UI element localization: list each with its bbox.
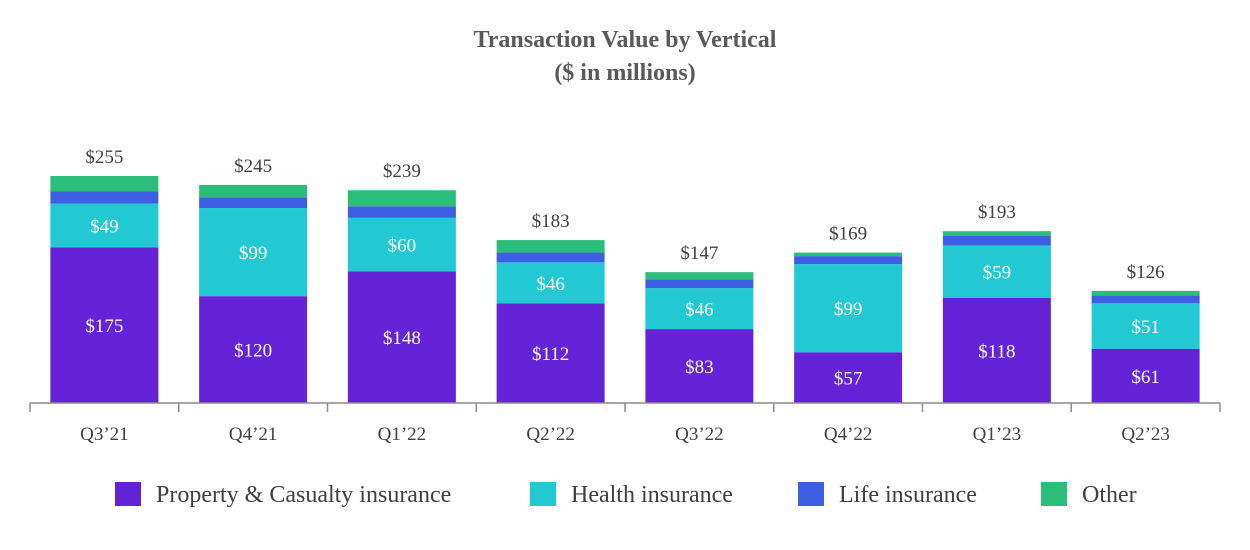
bar-property-casualty-insurance-0 [50,247,159,403]
bar-other-6 [942,231,1051,236]
bar-other-5 [794,252,903,257]
bar-health-insurance-0 [50,203,159,248]
bar-other-7 [1091,290,1200,296]
total-label-2: $239 [383,161,421,182]
data-label-property-casualty-insurance-5: $57 [834,369,863,390]
total-label-0: $255 [85,147,123,168]
data-label-property-casualty-insurance-3: $112 [532,344,569,365]
bar-life-insurance-2 [347,206,456,218]
data-label-health-insurance-1: $99 [239,243,268,264]
chart-title: Transaction Value by Vertical [474,27,777,53]
legend-swatch-life-insurance [798,482,824,506]
data-label-health-insurance-4: $46 [685,300,714,321]
bar-health-insurance-3 [496,262,605,304]
legend-swatch-other [1041,482,1067,506]
bar-other-1 [199,184,308,198]
total-label-3: $183 [532,211,570,232]
data-label-health-insurance-7: $51 [1131,317,1160,338]
bar-life-insurance-1 [199,197,308,209]
x-tick-label-6: Q1’23 [973,424,1022,445]
data-label-property-casualty-insurance-7: $61 [1131,367,1160,388]
bar-life-insurance-5 [794,256,903,265]
data-label-property-casualty-insurance-1: $120 [234,341,272,362]
bar-life-insurance-7 [1091,295,1200,304]
total-label-4: $147 [680,243,718,264]
data-label-property-casualty-insurance-4: $83 [685,357,714,378]
bar-life-insurance-4 [645,279,754,289]
bar-property-casualty-insurance-1 [199,296,308,403]
total-label-1: $245 [234,156,272,177]
bar-property-casualty-insurance-4 [645,329,754,403]
legend-label-health-insurance: Health insurance [571,482,733,508]
data-label-property-casualty-insurance-0: $175 [85,316,123,337]
legend-label-life-insurance: Life insurance [839,482,977,508]
bar-life-insurance-3 [496,252,605,263]
bar-other-0 [50,176,159,192]
bar-property-casualty-insurance-7 [1091,348,1200,403]
bars-layer: $175 $49 $255 $120 $99 $245 $148 $60 $239 $112 $46… [50,147,1200,403]
bar-health-insurance-6 [942,245,1051,298]
bar-other-4 [645,272,754,280]
chart-subtitle: ($ in millions) [554,60,695,86]
bar-health-insurance-1 [199,208,308,297]
bar-life-insurance-6 [942,235,1051,246]
x-tick-label-2: Q1’22 [378,424,427,445]
x-tick-label-3: Q2’22 [526,424,575,445]
x-tick-label-4: Q3’22 [675,424,724,445]
x-tick-label-0: Q3’21 [80,424,129,445]
x-axis: Q3’21 Q4’21 Q1’22 Q2’22 Q3’22 Q4’22 Q1’23 Q2’23 [29,402,1221,445]
data-label-health-insurance-0: $49 [90,216,119,237]
total-label-7: $126 [1127,262,1165,283]
legend-swatch-health-insurance [530,482,556,506]
x-tick-label-5: Q4’22 [824,424,873,445]
data-label-property-casualty-insurance-6: $118 [978,341,1015,362]
legend-label-property-casualty-insurance: Property & Casualty insurance [156,482,451,508]
data-label-property-casualty-insurance-2: $148 [383,328,421,349]
data-label-health-insurance-2: $60 [388,236,417,257]
bar-property-casualty-insurance-6 [942,297,1051,403]
bar-other-3 [496,240,605,253]
bar-health-insurance-5 [794,264,903,353]
x-tick-label-1: Q4’21 [229,424,278,445]
bar-health-insurance-7 [1091,303,1200,349]
bar-health-insurance-4 [645,288,754,330]
data-label-health-insurance-5: $99 [834,299,863,320]
bar-life-insurance-0 [50,191,159,204]
total-label-6: $193 [978,202,1016,223]
data-label-health-insurance-6: $59 [983,263,1012,284]
total-label-5: $169 [829,224,867,245]
bar-health-insurance-2 [347,217,456,272]
x-tick-label-7: Q2’23 [1121,424,1170,445]
data-label-health-insurance-3: $46 [536,274,565,295]
bar-property-casualty-insurance-3 [496,303,605,403]
legend-label-other: Other [1082,482,1137,508]
legend-swatch-property-casualty-insurance [115,482,141,506]
legend: Property & Casualty insurance Health insu… [115,482,1137,508]
bar-property-casualty-insurance-5 [794,352,903,403]
bar-property-casualty-insurance-2 [347,271,456,403]
bar-other-2 [347,190,456,207]
